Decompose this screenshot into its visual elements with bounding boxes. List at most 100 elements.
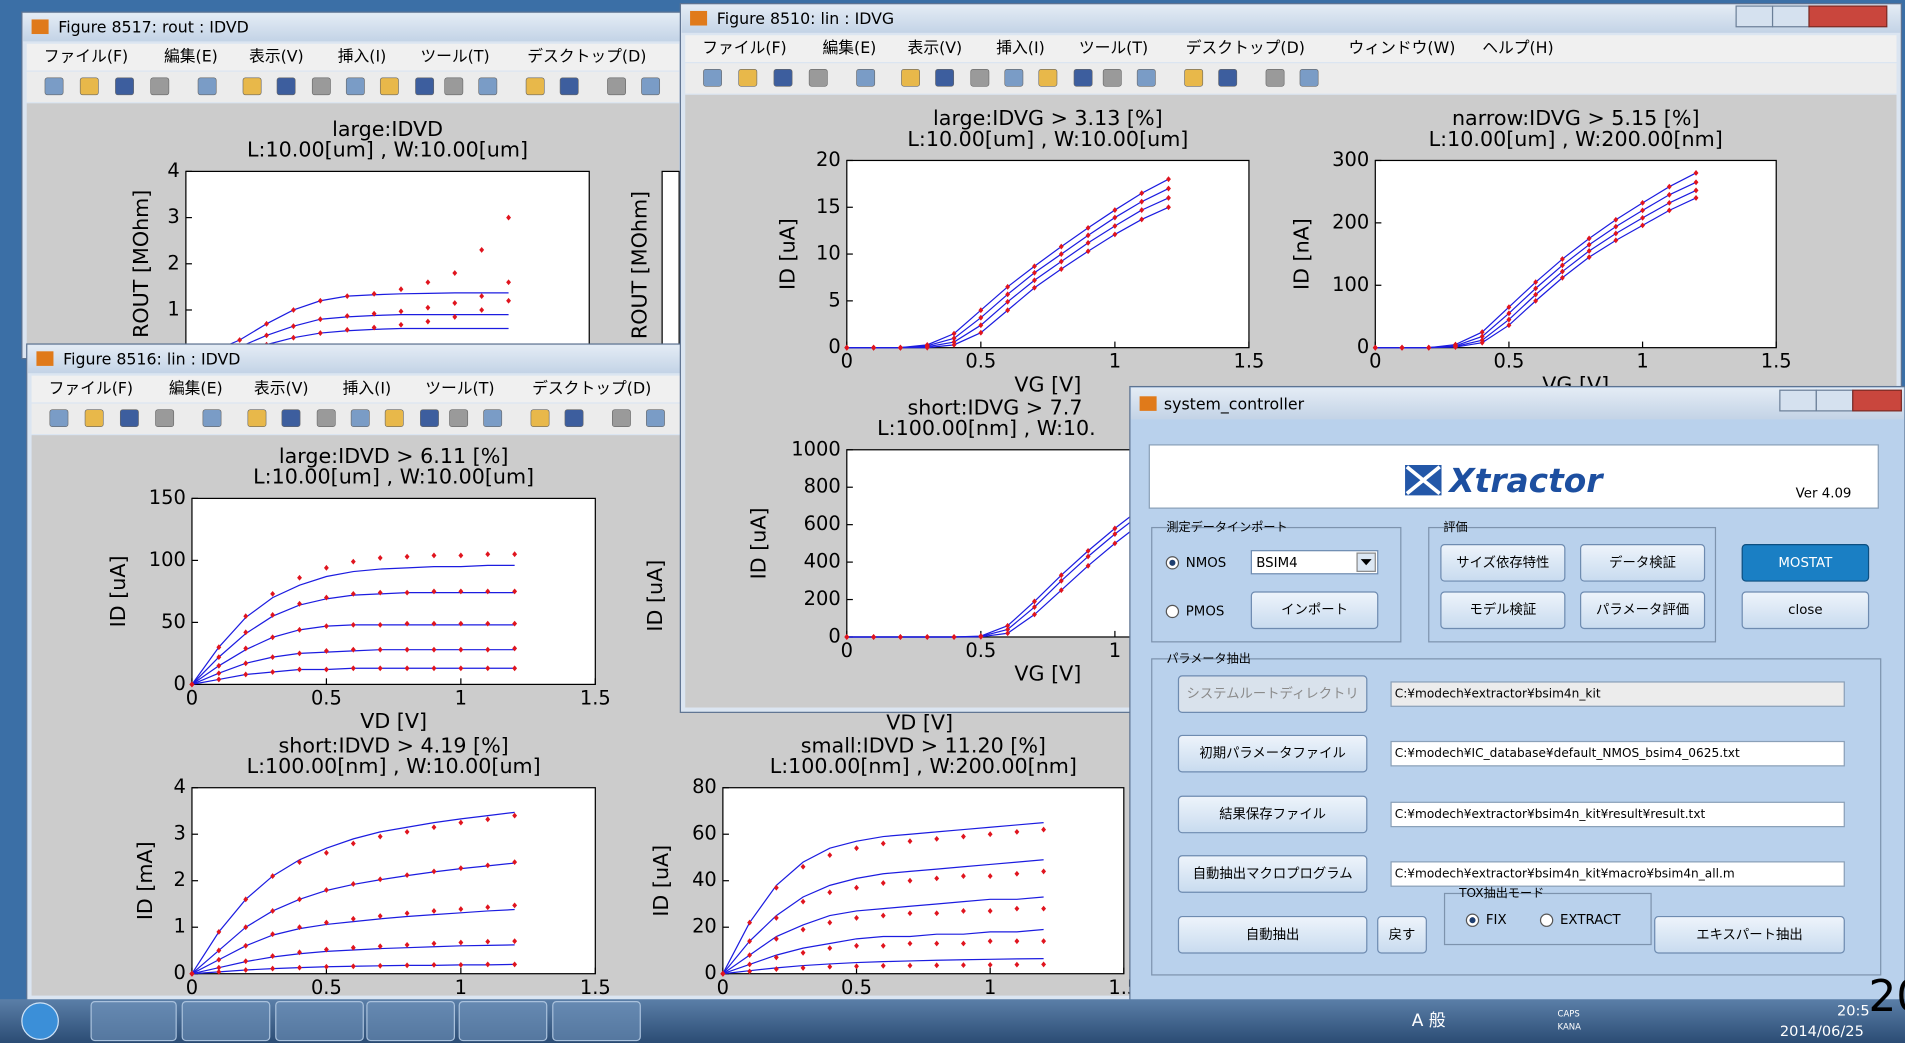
toolbar-icon[interactable] bbox=[1266, 69, 1284, 86]
menu-item[interactable]: ファイル(F) bbox=[702, 38, 786, 57]
menu-item[interactable]: 表示(V) bbox=[908, 38, 963, 57]
toolbar-icon[interactable] bbox=[50, 410, 68, 427]
toolbar-icon[interactable] bbox=[1219, 69, 1237, 86]
toolbar-icon[interactable] bbox=[739, 69, 757, 86]
toolbar-icon[interactable] bbox=[312, 78, 330, 95]
menu-item[interactable]: ヘルプ(H) bbox=[1482, 38, 1554, 57]
toolbar-icon[interactable] bbox=[80, 78, 98, 95]
taskbar-app[interactable] bbox=[459, 1002, 546, 1041]
toolbar-icon[interactable] bbox=[115, 78, 133, 95]
toolbar-icon[interactable] bbox=[526, 78, 544, 95]
toolbar-icon[interactable] bbox=[45, 78, 63, 95]
taskbar-app[interactable] bbox=[91, 1002, 176, 1041]
menu-item[interactable]: 編集(E) bbox=[164, 47, 218, 66]
toolbar-icon[interactable] bbox=[703, 69, 721, 86]
taskbar-app[interactable] bbox=[276, 1002, 363, 1041]
menu-item[interactable]: ツール(T) bbox=[1079, 38, 1148, 57]
menu-item[interactable]: 編集(E) bbox=[823, 38, 877, 57]
toolbar-icon[interactable] bbox=[1005, 69, 1023, 86]
toolbar-icon[interactable] bbox=[646, 410, 664, 427]
menu-item[interactable]: 表示(V) bbox=[254, 378, 309, 397]
toolbar-icon[interactable] bbox=[560, 78, 578, 95]
menu-item[interactable]: デスクトップ(D) bbox=[527, 47, 646, 66]
y-tick-label: 800 bbox=[804, 475, 841, 498]
radio-button[interactable] bbox=[1166, 605, 1178, 617]
y-tick-label: 0 bbox=[828, 335, 840, 358]
menu-item[interactable]: ツール(T) bbox=[425, 378, 494, 397]
taskbar-app[interactable] bbox=[182, 1002, 269, 1041]
toolbar-icon[interactable] bbox=[120, 410, 138, 427]
toolbar-icon[interactable] bbox=[1300, 69, 1318, 86]
toolbar-icon[interactable] bbox=[479, 78, 497, 95]
toolbar-icon[interactable] bbox=[420, 410, 438, 427]
toolbar-icon[interactable] bbox=[612, 410, 630, 427]
menu-item[interactable]: 挿入(I) bbox=[343, 378, 392, 397]
window-title: Figure 8517: rout : IDVD bbox=[58, 17, 248, 36]
menu-item[interactable]: ツール(T) bbox=[420, 47, 489, 66]
minimize-button[interactable] bbox=[1736, 6, 1772, 27]
maximize-button[interactable] bbox=[1816, 390, 1852, 411]
toolbar-icon[interactable] bbox=[935, 69, 953, 86]
menu-item[interactable]: 挿入(I) bbox=[996, 38, 1045, 57]
toolbar-icon[interactable] bbox=[1137, 69, 1155, 86]
toolbar-icon[interactable] bbox=[774, 69, 792, 86]
toolbar-icon[interactable] bbox=[198, 78, 216, 95]
toolbar-icon[interactable] bbox=[531, 410, 549, 427]
toolbar-icon[interactable] bbox=[607, 78, 625, 95]
toolbar-icon[interactable] bbox=[971, 69, 989, 86]
toolbar-icon[interactable] bbox=[1074, 69, 1092, 86]
close-button[interactable] bbox=[1853, 390, 1902, 411]
toolbar-icon[interactable] bbox=[85, 410, 103, 427]
toolbar-icon[interactable] bbox=[351, 410, 369, 427]
toolbar-icon[interactable] bbox=[450, 410, 468, 427]
menu-item[interactable]: ウィンドウ(W) bbox=[1349, 38, 1456, 57]
version: Ver 4.09 bbox=[1796, 487, 1852, 502]
toolbar-icon[interactable] bbox=[346, 78, 364, 95]
toolbar-icon[interactable] bbox=[484, 410, 502, 427]
eval-button-label: パラメータ評価 bbox=[1596, 602, 1689, 618]
minimize-button[interactable] bbox=[1780, 390, 1816, 411]
toolbar-icon[interactable] bbox=[1185, 69, 1203, 86]
y-tick-label: 600 bbox=[804, 512, 841, 535]
toolbar-icon[interactable] bbox=[416, 78, 434, 95]
x-axis-label: VD [V] bbox=[886, 710, 953, 734]
path-text: C:¥modech¥extractor¥bsim4n_kit bbox=[1395, 687, 1601, 701]
menu-item[interactable]: デスクトップ(D) bbox=[1186, 38, 1305, 57]
menu-item[interactable]: 編集(E) bbox=[169, 378, 223, 397]
toolbar-icon[interactable] bbox=[1103, 69, 1121, 86]
toolbar-icon[interactable] bbox=[1039, 69, 1057, 86]
menu-item[interactable]: ファイル(F) bbox=[49, 378, 133, 397]
toolbar-icon[interactable] bbox=[641, 78, 659, 95]
window-icon bbox=[32, 19, 49, 34]
toolbar-icon[interactable] bbox=[380, 78, 398, 95]
y-tick-label: 100 bbox=[1332, 273, 1369, 296]
start-button[interactable] bbox=[22, 1003, 58, 1039]
taskbar-app[interactable] bbox=[367, 1002, 454, 1041]
toolbar-icon[interactable] bbox=[565, 410, 583, 427]
toolbar-icon[interactable] bbox=[151, 78, 169, 95]
menu-item[interactable]: デスクトップ(D) bbox=[532, 378, 651, 397]
menu-item[interactable]: ファイル(F) bbox=[44, 47, 128, 66]
toolbar-icon[interactable] bbox=[243, 78, 261, 95]
menu-item[interactable]: 表示(V) bbox=[249, 47, 304, 66]
toolbar-icon[interactable] bbox=[809, 69, 827, 86]
toolbar-icon[interactable] bbox=[445, 78, 463, 95]
radio-button[interactable] bbox=[1541, 914, 1553, 926]
toolbar-icon[interactable] bbox=[282, 410, 300, 427]
eval-button-label: モデル検証 bbox=[1469, 601, 1536, 618]
close-button[interactable] bbox=[1809, 6, 1887, 27]
menu-item[interactable]: 挿入(I) bbox=[338, 47, 387, 66]
toolbar-icon[interactable] bbox=[901, 69, 919, 86]
toolbar-icon[interactable] bbox=[277, 78, 295, 95]
taskbar-app[interactable] bbox=[553, 1002, 640, 1041]
toolbar-icon[interactable] bbox=[248, 410, 266, 427]
toolbar-icon[interactable] bbox=[156, 410, 174, 427]
toolbar-icon[interactable] bbox=[203, 410, 221, 427]
logo-text: Xtractor bbox=[1447, 462, 1604, 500]
toolbar-icon[interactable] bbox=[317, 410, 335, 427]
maximize-button[interactable] bbox=[1773, 6, 1809, 27]
file-button-label: システムルートディレクトリ bbox=[1186, 685, 1358, 702]
y-axis-label: ID [uA] bbox=[775, 218, 799, 290]
toolbar-icon[interactable] bbox=[385, 410, 403, 427]
toolbar-icon[interactable] bbox=[857, 69, 875, 86]
